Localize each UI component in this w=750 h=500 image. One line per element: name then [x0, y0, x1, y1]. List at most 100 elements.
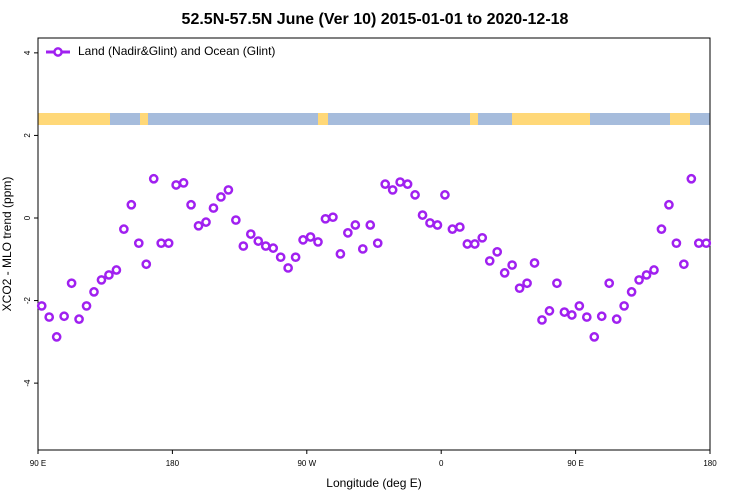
- data-point: [522, 278, 532, 289]
- data-point: [148, 173, 159, 184]
- data-point: [253, 236, 264, 246]
- data-point: [462, 239, 473, 249]
- data-point: [604, 278, 615, 289]
- data-point: [313, 237, 323, 247]
- data-point: [596, 311, 607, 322]
- data-point: [410, 190, 420, 200]
- x-tick-label: 90 W: [297, 459, 316, 468]
- y-tick-label: 4: [23, 50, 32, 55]
- data-point: [581, 312, 592, 322]
- data-point: [141, 259, 152, 270]
- data-point: [238, 241, 249, 251]
- data-point: [529, 258, 540, 268]
- data-point: [559, 307, 570, 317]
- strip-ocean: [690, 113, 710, 125]
- data-point: [372, 238, 383, 249]
- data-point: [89, 287, 99, 297]
- data-point: [693, 238, 704, 249]
- data-point: [186, 199, 196, 210]
- data-point: [298, 235, 308, 245]
- data-point: [74, 314, 84, 324]
- data-point: [208, 203, 219, 213]
- data-point: [499, 268, 510, 278]
- chart-title: 52.5N-57.5N June (Ver 10) 2015-01-01 to …: [182, 11, 569, 28]
- data-point: [290, 252, 301, 263]
- data-point: [36, 301, 47, 311]
- data-point: [305, 232, 316, 242]
- data-point: [66, 278, 77, 289]
- data-point: [44, 312, 55, 322]
- y-tick-label: 2: [23, 133, 32, 138]
- data-point: [51, 332, 62, 342]
- data-point: [455, 222, 465, 232]
- data-point: [178, 178, 189, 188]
- data-point: [119, 224, 129, 234]
- data-point: [402, 179, 413, 189]
- strip-ocean: [110, 113, 140, 125]
- data-point: [447, 224, 458, 234]
- data-point: [484, 256, 495, 266]
- data-point: [589, 332, 600, 342]
- x-tick-label: 90 E: [30, 459, 46, 468]
- data-point: [171, 180, 181, 190]
- data-point: [544, 306, 555, 316]
- data-point: [417, 210, 428, 220]
- data-point: [469, 239, 480, 249]
- data-point: [126, 199, 137, 210]
- data-point: [245, 229, 256, 239]
- strip-ocean: [148, 113, 318, 125]
- data-point: [133, 238, 144, 249]
- y-tick-label: -4: [23, 379, 32, 387]
- data-point: [567, 310, 577, 320]
- data-point: [320, 213, 331, 224]
- data-point: [380, 179, 391, 189]
- data-point: [350, 220, 361, 230]
- data-point: [223, 185, 234, 195]
- data-point: [163, 238, 174, 249]
- data-point: [201, 217, 211, 227]
- data-point: [365, 220, 376, 230]
- y-tick-label: -2: [23, 296, 32, 304]
- data-point: [686, 173, 697, 184]
- data-point: [268, 243, 279, 253]
- data-point: [111, 265, 122, 275]
- data-point: [432, 220, 443, 230]
- data-point: [104, 270, 114, 280]
- data-point: [387, 185, 398, 195]
- legend-label: Land (Nadir&Glint) and Ocean (Glint): [78, 44, 275, 58]
- data-point: [656, 224, 667, 234]
- strip-ocean: [328, 113, 470, 125]
- data-point: [611, 314, 622, 324]
- data-point: [701, 238, 712, 249]
- data-point: [357, 244, 368, 254]
- y-tick-label: 0: [23, 215, 32, 220]
- data-point: [492, 246, 503, 257]
- x-tick-label: 90 E: [567, 459, 583, 468]
- data-point: [537, 315, 547, 325]
- data-point: [626, 287, 637, 297]
- data-point: [395, 177, 405, 187]
- data-point: [440, 190, 450, 200]
- data-point: [507, 260, 517, 270]
- data-point: [425, 218, 435, 228]
- data-point: [81, 301, 92, 311]
- data-point: [641, 270, 652, 280]
- x-tick-label: 180: [166, 459, 180, 468]
- data-point: [335, 249, 346, 259]
- data-point: [193, 220, 204, 231]
- data-point: [59, 311, 69, 322]
- data-point: [619, 301, 629, 311]
- data-point: [634, 275, 644, 285]
- data-point: [328, 212, 338, 223]
- data-point: [671, 238, 682, 249]
- strip-ocean: [478, 113, 512, 125]
- data-point: [514, 283, 525, 294]
- data-point: [552, 278, 562, 289]
- data-point: [216, 192, 226, 202]
- strip-ocean: [590, 113, 670, 125]
- data-point: [343, 228, 353, 238]
- data-point: [679, 259, 689, 270]
- x-tick-label: 180: [703, 459, 717, 468]
- x-axis-label: Longitude (deg E): [326, 476, 421, 490]
